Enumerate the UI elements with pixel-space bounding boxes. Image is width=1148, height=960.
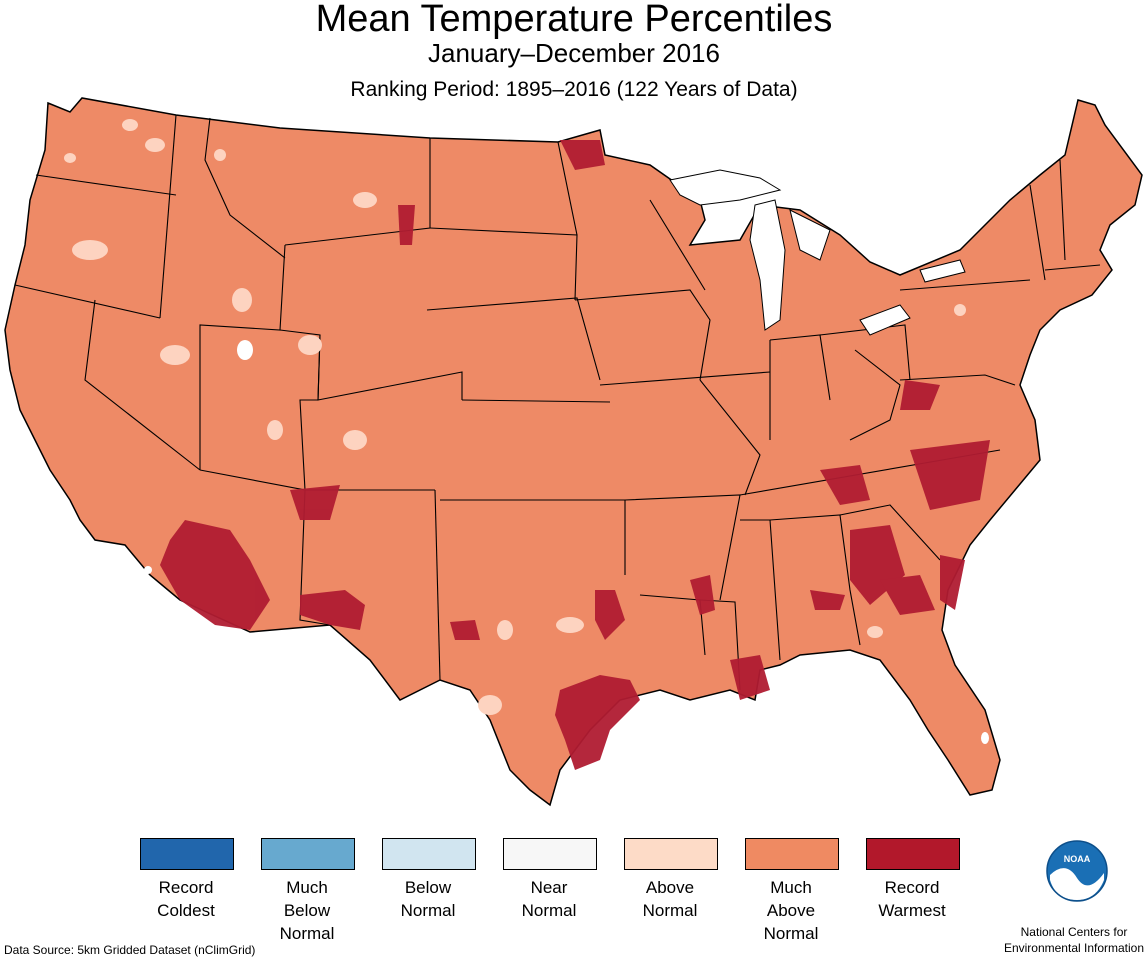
record-warmest-areas <box>160 140 990 770</box>
us-map <box>4 97 1143 807</box>
legend-swatch <box>140 838 234 870</box>
legend-label: Much Below Normal <box>279 878 335 943</box>
legend-swatch <box>624 838 718 870</box>
legend-item: Much Below Normal <box>261 838 355 945</box>
legend-swatch <box>261 838 355 870</box>
legend-label: Record Warmest <box>878 878 946 920</box>
legend-item: Near Normal <box>503 838 597 922</box>
legend-item: Record Warmest <box>866 838 960 922</box>
map-subtitle: January–December 2016 <box>428 38 720 68</box>
legend-label: Record Coldest <box>157 878 215 920</box>
great-lakes <box>669 169 966 336</box>
legend-swatch <box>866 838 960 870</box>
above-normal-areas <box>64 119 966 715</box>
legend-item: Below Normal <box>382 838 476 922</box>
legend-item: Much Above Normal <box>745 838 839 945</box>
legend-item: Record Coldest <box>140 838 234 922</box>
legend-label: Near Normal <box>521 878 577 920</box>
ranking-period: Ranking Period: 1895–2016 (122 Years of … <box>350 78 798 101</box>
us-outline <box>4 97 1143 807</box>
noaa-logo: NOAA <box>1046 840 1108 902</box>
agency-name: National Centers for Environmental Infor… <box>1003 925 1145 955</box>
map-title: Mean Temperature Percentiles <box>315 0 833 40</box>
legend-swatch <box>745 838 839 870</box>
legend-swatch <box>503 838 597 870</box>
legend-label: Above Normal <box>642 878 698 920</box>
noaa-logo-text: NOAA <box>1064 854 1091 864</box>
data-source: Data Source: 5km Gridded Dataset (nClimG… <box>4 943 256 957</box>
legend-item: Above Normal <box>624 838 718 922</box>
state-boundaries <box>14 114 1101 691</box>
legend-label: Below Normal <box>400 878 456 920</box>
near-normal-areas <box>144 340 989 744</box>
legend-label: Much Above Normal <box>763 878 819 943</box>
legend-swatch <box>382 838 476 870</box>
